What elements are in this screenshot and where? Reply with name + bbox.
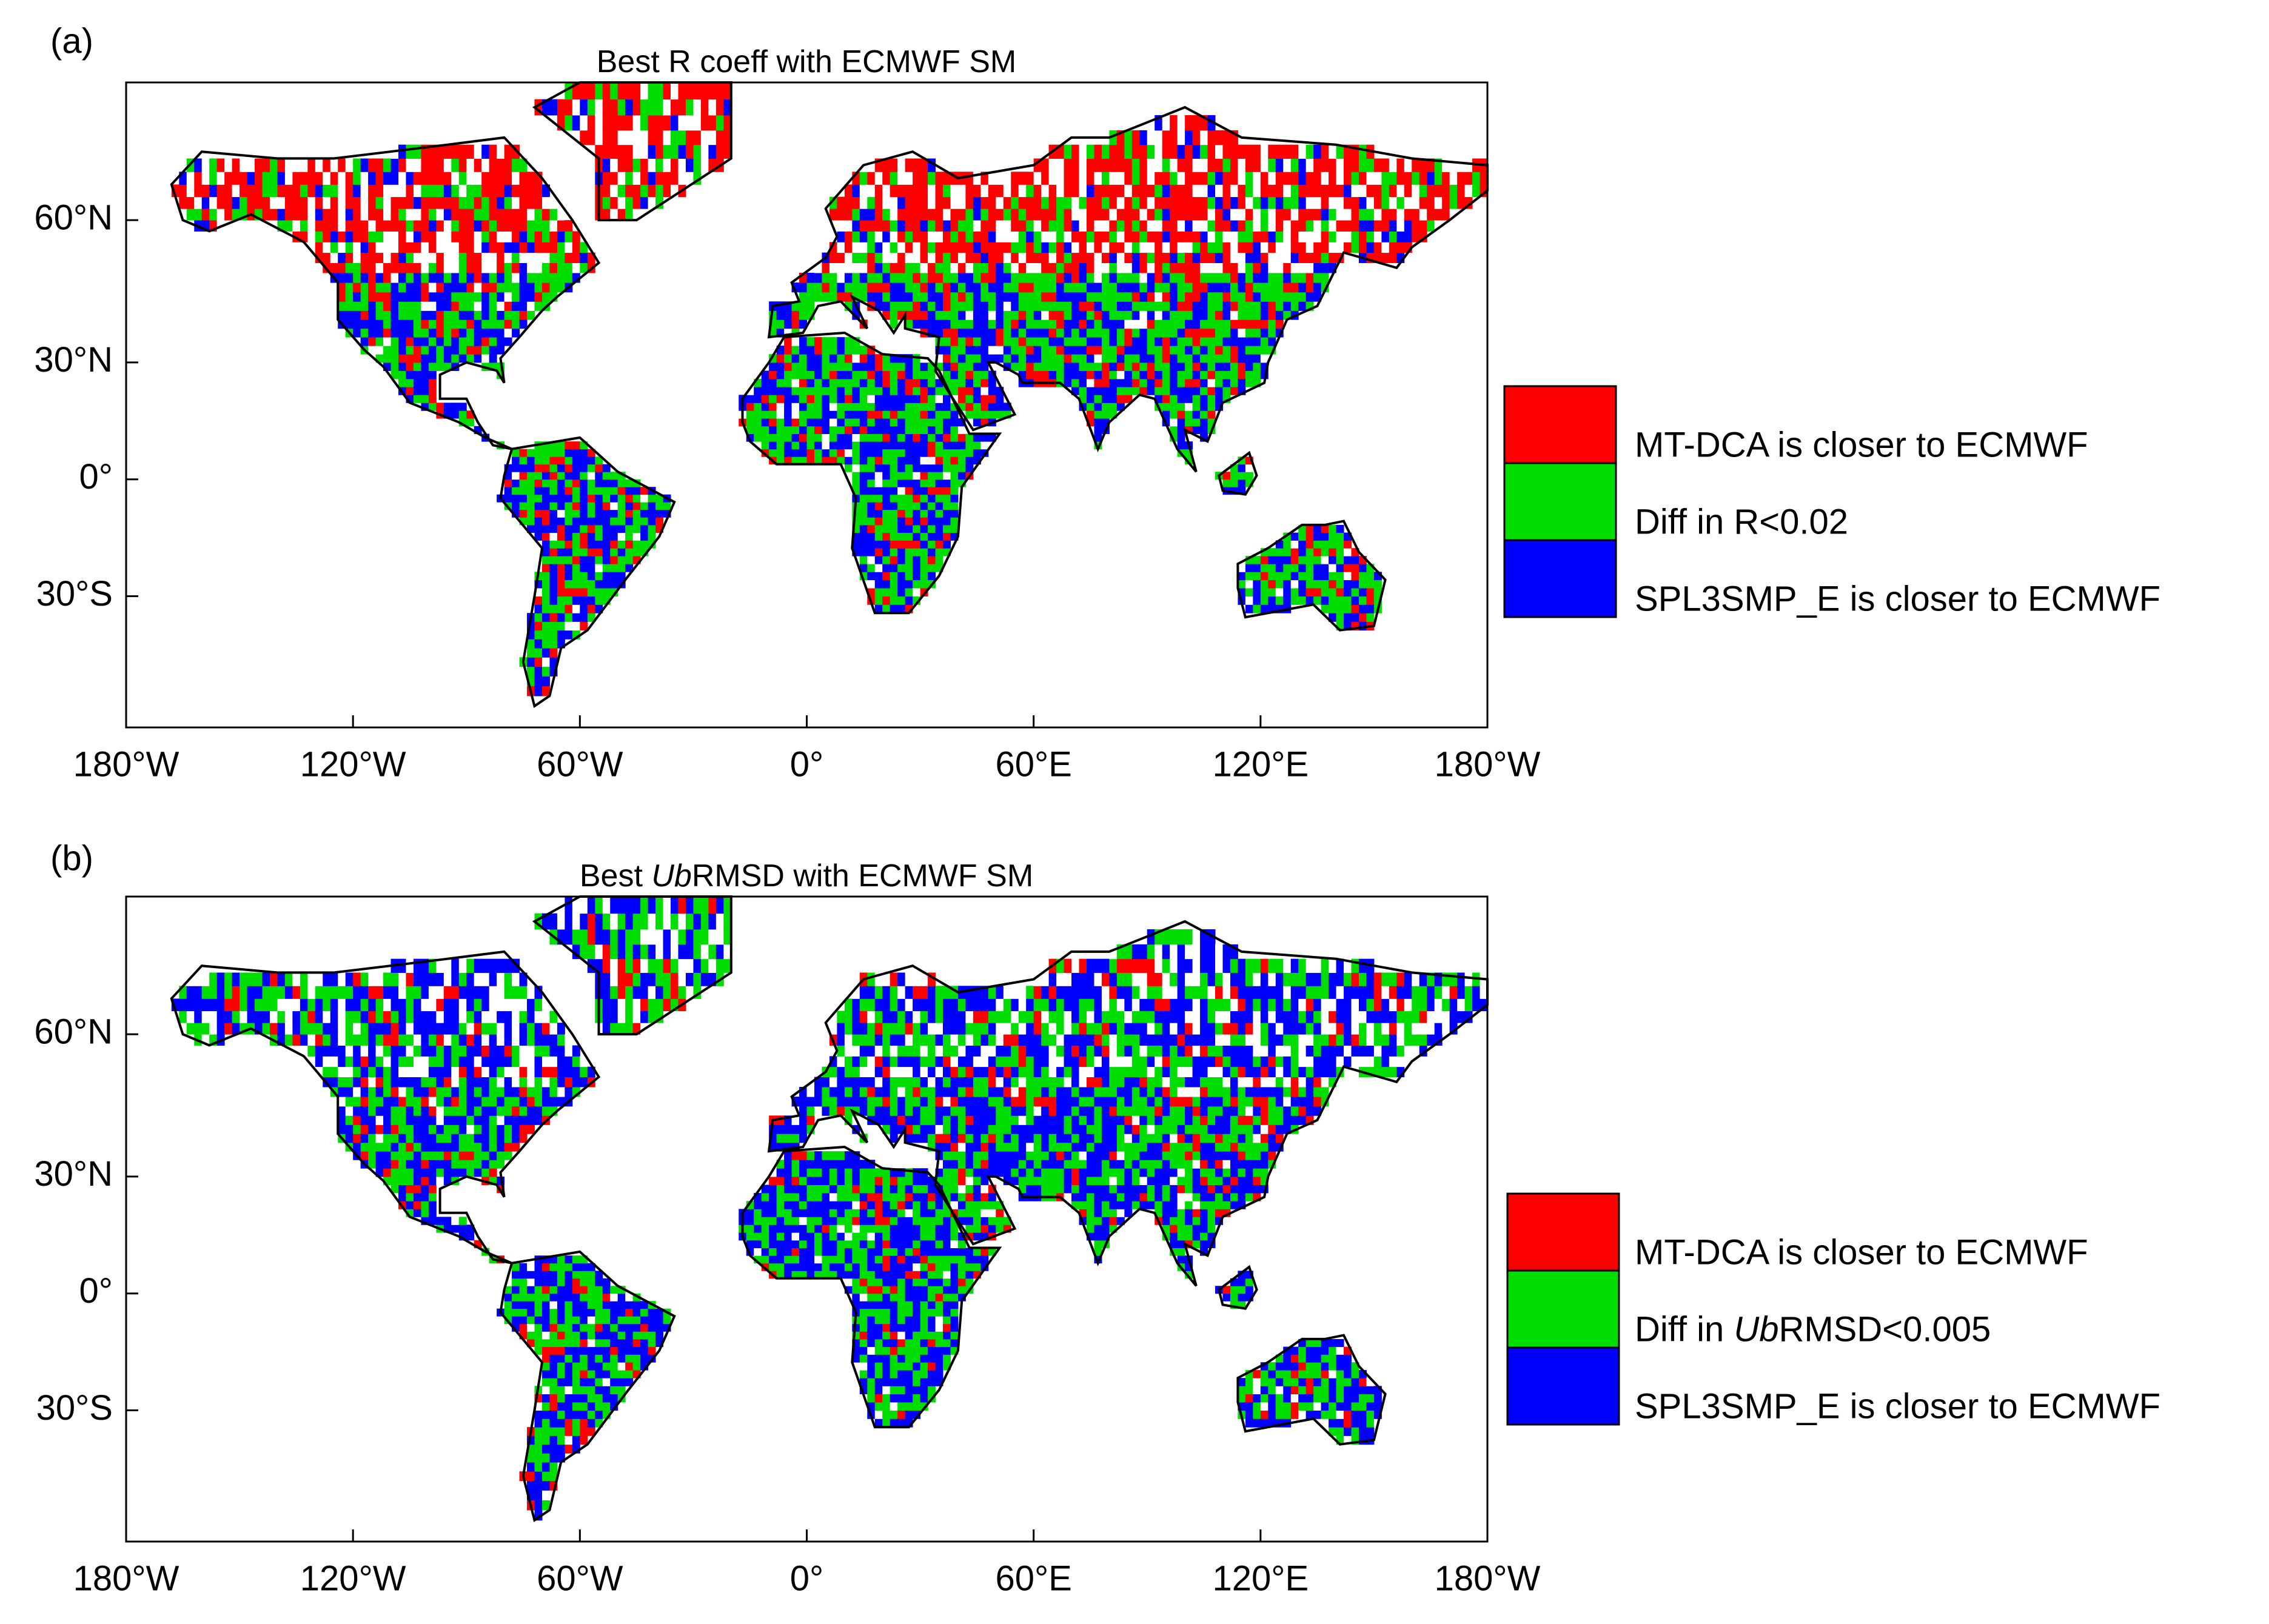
coastline: [1236, 1334, 1387, 1446]
panel-label: (b): [50, 838, 93, 878]
coastline: [767, 920, 1489, 1287]
coastline: [499, 436, 676, 709]
x-tick-label: 60°E: [995, 744, 1071, 784]
coastline: [499, 1250, 676, 1523]
coastline: [170, 136, 601, 450]
legend-label-part: Diff in: [1635, 1310, 1734, 1349]
y-tick-label: 30°S: [36, 1388, 113, 1428]
x-tick-label: 120°W: [300, 744, 406, 784]
coastline: [1217, 1265, 1258, 1310]
legend-label-part: SPL3SMP_E is closer to ECMWF: [1635, 1387, 2160, 1426]
map-panel: (a) Best R coeff with ECMWF SM 180°W 120°W 6…: [34, 21, 2160, 784]
x-tick-label: 180°W: [1435, 744, 1541, 784]
legend-label: SPL3SMP_E is closer to ECMWF: [1635, 580, 2160, 619]
coastline: [1236, 520, 1387, 632]
x-tick-label: 60°E: [995, 1559, 1071, 1598]
x-tick-label: 0°: [790, 744, 823, 784]
x-tick-label: 180°W: [73, 744, 179, 784]
legend-label: MT-DCA is closer to ECMWF: [1635, 1233, 2088, 1272]
coastline: [1217, 450, 1258, 496]
x-tick-label: 180°W: [1435, 1559, 1541, 1598]
x-tick-label: 120°W: [300, 1559, 406, 1598]
panel-title-part: RMSD with ECMWF SM: [692, 858, 1033, 894]
legend-label-part: SPL3SMP_E is closer to ECMWF: [1635, 580, 2160, 619]
x-tick-label: 60°W: [537, 744, 623, 784]
legend-swatch: [1506, 1192, 1620, 1272]
land-cells: [171, 82, 1488, 707]
legend-label-part: Diff in R<0.02: [1635, 503, 1848, 542]
panel-title: Best R coeff with ECMWF SM: [597, 44, 1017, 79]
legend-label: Diff in R<0.02: [1635, 503, 1848, 542]
panel-title-part: Ub: [651, 858, 691, 894]
y-tick-label: 30°N: [34, 1154, 113, 1194]
coastline: [170, 950, 601, 1265]
x-tick-label: 180°W: [73, 1559, 179, 1598]
legend-swatch: [1503, 462, 1617, 541]
legend-label: MT-DCA is closer to ECMWF: [1635, 426, 2088, 465]
legend-swatch: [1503, 385, 1617, 464]
panel-title-part: Best: [580, 858, 652, 894]
x-tick-label: 120°E: [1213, 1559, 1309, 1598]
legend-swatch: [1503, 539, 1617, 618]
y-tick-label: 60°N: [34, 198, 113, 237]
x-tick-label: 0°: [790, 1559, 823, 1598]
y-tick-label: 30°S: [36, 574, 113, 613]
x-tick-label: 120°E: [1213, 744, 1309, 784]
legend-label: Diff in UbRMSD<0.005: [1635, 1310, 1991, 1349]
y-tick-label: 60°N: [34, 1012, 113, 1051]
coastline: [741, 1145, 1002, 1429]
panel-label: (a): [50, 21, 93, 61]
panel-title-part: Best R coeff with ECMWF SM: [597, 44, 1017, 79]
y-tick-label: 0°: [79, 457, 113, 496]
x-tick-label: 60°W: [537, 1559, 623, 1598]
legend-swatch: [1506, 1346, 1620, 1426]
y-tick-label: 30°N: [34, 340, 113, 379]
legend-label-part: Ub: [1734, 1310, 1778, 1349]
legend-label-part: RMSD<0.005: [1778, 1310, 1991, 1349]
legend-label: SPL3SMP_E is closer to ECMWF: [1635, 1387, 2160, 1426]
y-tick-label: 0°: [79, 1271, 113, 1311]
legend-label-part: MT-DCA is closer to ECMWF: [1635, 1233, 2088, 1272]
panel-title: Best UbRMSD with ECMWF SM: [580, 858, 1033, 894]
coastline: [741, 331, 1002, 615]
land-cells: [171, 897, 1488, 1521]
coastline: [767, 105, 1489, 473]
legend-label-part: MT-DCA is closer to ECMWF: [1635, 426, 2088, 465]
legend-swatch: [1506, 1269, 1620, 1349]
